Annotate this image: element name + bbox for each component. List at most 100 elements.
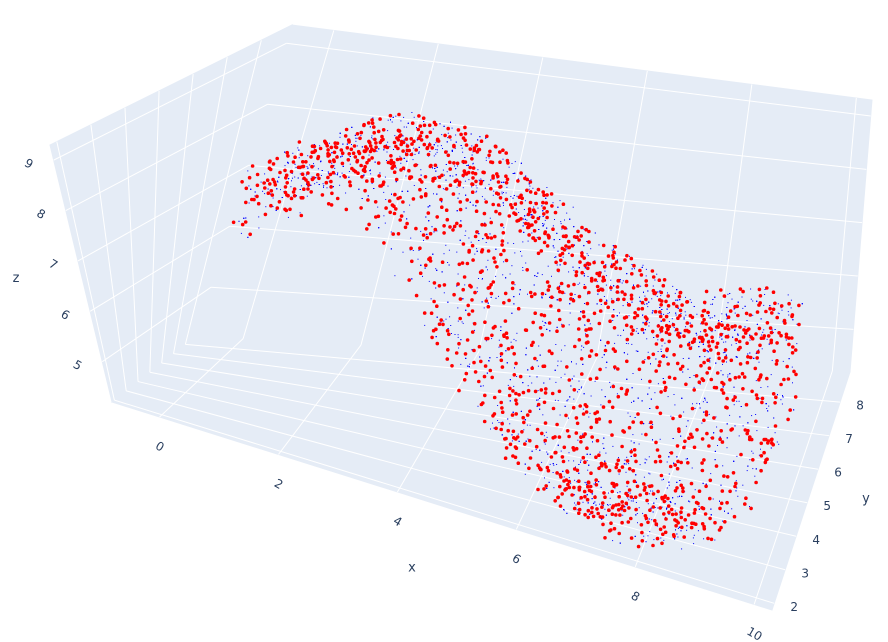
blue-point bbox=[442, 148, 443, 149]
blue-point bbox=[560, 223, 562, 225]
blue-point bbox=[462, 151, 464, 153]
blue-point bbox=[782, 360, 784, 362]
blue-point bbox=[778, 313, 780, 315]
blue-point bbox=[791, 366, 793, 368]
blue-point bbox=[452, 227, 454, 229]
blue-point bbox=[451, 127, 453, 129]
blue-point bbox=[661, 345, 663, 347]
blue-point bbox=[514, 252, 516, 254]
blue-point bbox=[403, 126, 405, 128]
blue-point bbox=[450, 325, 452, 326]
blue-point bbox=[395, 167, 397, 169]
blue-point bbox=[625, 471, 627, 473]
blue-point bbox=[694, 489, 696, 491]
blue-point bbox=[462, 187, 464, 189]
blue-point bbox=[320, 175, 322, 176]
blue-point bbox=[628, 463, 630, 465]
blue-point bbox=[390, 231, 392, 233]
blue-point bbox=[513, 243, 515, 244]
blue-point bbox=[511, 440, 513, 442]
blue-point bbox=[561, 228, 563, 230]
blue-point bbox=[400, 162, 402, 164]
blue-point bbox=[668, 473, 670, 475]
blue-point bbox=[403, 116, 405, 118]
blue-point bbox=[537, 365, 539, 367]
blue-point bbox=[306, 166, 308, 168]
blue-point bbox=[529, 424, 531, 426]
blue-point bbox=[452, 175, 454, 177]
blue-point bbox=[433, 193, 434, 195]
gridline-z-back bbox=[248, 164, 863, 224]
blue-point bbox=[543, 435, 545, 437]
blue-point bbox=[311, 176, 313, 178]
blue-point bbox=[549, 378, 551, 380]
blue-point bbox=[752, 452, 754, 454]
blue-point bbox=[583, 273, 585, 275]
blue-point bbox=[472, 151, 474, 153]
blue-point bbox=[673, 394, 675, 395]
blue-point bbox=[568, 460, 570, 462]
blue-point bbox=[394, 275, 396, 277]
blue-point bbox=[524, 473, 526, 475]
blue-point bbox=[611, 249, 613, 251]
blue-point bbox=[697, 530, 699, 532]
blue-point bbox=[689, 299, 691, 301]
blue-point bbox=[626, 485, 628, 487]
blue-point bbox=[675, 314, 677, 316]
blue-point bbox=[451, 333, 452, 334]
blue-point bbox=[292, 177, 293, 179]
blue-point bbox=[474, 253, 476, 255]
blue-point bbox=[644, 303, 646, 305]
blue-point bbox=[594, 380, 596, 382]
blue-point bbox=[749, 459, 751, 461]
blue-point bbox=[516, 376, 518, 377]
gridline-x-wall bbox=[831, 97, 857, 372]
blue-point bbox=[531, 365, 533, 367]
blue-point bbox=[549, 463, 551, 465]
blue-point bbox=[559, 414, 561, 416]
blue-point bbox=[567, 399, 569, 401]
blue-point bbox=[387, 130, 389, 132]
blue-point bbox=[721, 313, 723, 315]
blue-point bbox=[495, 275, 497, 277]
blue-point bbox=[715, 416, 717, 418]
blue-point bbox=[796, 323, 798, 325]
gridline-z-side bbox=[101, 286, 212, 363]
blue-point bbox=[752, 468, 754, 470]
blue-point bbox=[617, 492, 619, 494]
blue-point bbox=[264, 193, 266, 195]
blue-point bbox=[457, 165, 459, 167]
blue-point bbox=[356, 137, 358, 139]
blue-point bbox=[356, 145, 358, 147]
blue-point bbox=[523, 429, 525, 431]
blue-point bbox=[667, 396, 669, 398]
blue-point bbox=[750, 288, 752, 290]
gridline-z-back bbox=[267, 103, 867, 170]
blue-point bbox=[663, 313, 665, 315]
gridline-z-side bbox=[89, 225, 231, 312]
blue-point bbox=[564, 292, 566, 294]
blue-point bbox=[492, 194, 494, 196]
blue-point bbox=[393, 149, 394, 150]
blue-point bbox=[583, 228, 585, 230]
blue-point bbox=[307, 155, 309, 157]
blue-point bbox=[654, 392, 656, 394]
blue-point bbox=[659, 332, 661, 334]
blue-point bbox=[579, 282, 581, 284]
blue-point bbox=[605, 275, 607, 277]
blue-point bbox=[572, 206, 574, 208]
blue-point bbox=[575, 363, 577, 365]
blue-point bbox=[611, 298, 613, 300]
blue-point bbox=[546, 187, 548, 188]
blue-point bbox=[605, 284, 607, 286]
blue-point bbox=[557, 400, 559, 402]
blue-point bbox=[280, 189, 281, 191]
blue-point bbox=[583, 346, 585, 348]
blue-point bbox=[709, 360, 711, 362]
blue-point bbox=[528, 188, 530, 190]
blue-point bbox=[538, 345, 540, 347]
blue-point bbox=[445, 318, 447, 320]
blue-point bbox=[446, 171, 448, 173]
blue-point bbox=[313, 163, 314, 165]
